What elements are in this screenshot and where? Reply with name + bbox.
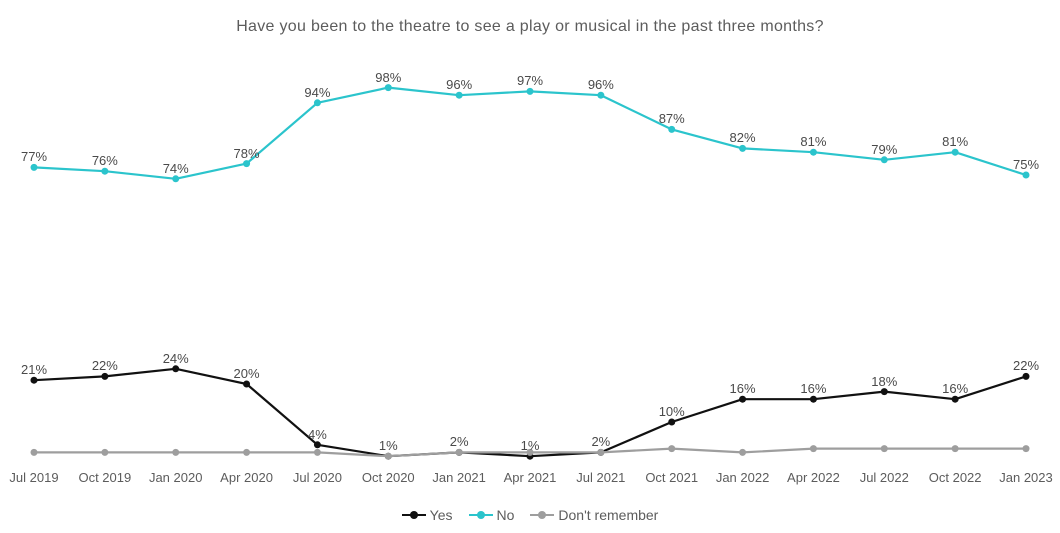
data-label: 97% <box>517 73 543 88</box>
series-marker <box>597 92 604 99</box>
legend-marker-icon <box>402 508 426 522</box>
legend-label: Yes <box>430 507 453 523</box>
series-marker <box>1023 445 1030 452</box>
series-marker <box>243 449 250 456</box>
series-marker <box>952 445 959 452</box>
data-label: 82% <box>730 130 756 145</box>
data-label: 24% <box>163 351 189 366</box>
series-marker <box>101 449 108 456</box>
data-label: 4% <box>308 427 327 442</box>
series-marker <box>527 88 534 95</box>
data-label: 96% <box>588 77 614 92</box>
series-marker <box>881 388 888 395</box>
data-label: 81% <box>942 134 968 149</box>
x-axis-label: Oct 2020 <box>362 470 415 485</box>
data-label: 16% <box>730 381 756 396</box>
data-label: 21% <box>21 362 47 377</box>
data-label: 94% <box>304 85 330 100</box>
data-label: 2% <box>591 434 610 449</box>
x-axis-label: Oct 2019 <box>78 470 131 485</box>
data-label: 78% <box>234 146 260 161</box>
x-axis-label: Apr 2020 <box>220 470 273 485</box>
legend-item-no: No <box>469 507 515 523</box>
series-marker <box>952 149 959 156</box>
x-axis-label: Apr 2022 <box>787 470 840 485</box>
series-marker <box>668 126 675 133</box>
data-label: 98% <box>375 70 401 85</box>
data-label: 16% <box>942 381 968 396</box>
data-label: 96% <box>446 77 472 92</box>
x-axis-label: Apr 2021 <box>504 470 557 485</box>
series-marker <box>314 99 321 106</box>
series-marker <box>1023 172 1030 179</box>
data-label: 87% <box>659 111 685 126</box>
series-marker <box>314 441 321 448</box>
data-label: 22% <box>1013 358 1039 373</box>
legend-marker-icon <box>469 508 493 522</box>
x-axis-label: Jan 2022 <box>716 470 770 485</box>
x-axis-label: Jan 2023 <box>999 470 1053 485</box>
data-label: 81% <box>800 134 826 149</box>
chart-svg <box>14 50 1046 470</box>
series-marker <box>810 445 817 452</box>
data-label: 1% <box>379 438 398 453</box>
data-label: 18% <box>871 374 897 389</box>
legend-item-don-t-remember: Don't remember <box>530 507 658 523</box>
series-marker <box>101 168 108 175</box>
data-label: 74% <box>163 161 189 176</box>
data-label: 79% <box>871 142 897 157</box>
data-label: 1% <box>521 438 540 453</box>
data-label: 22% <box>92 358 118 373</box>
series-marker <box>810 149 817 156</box>
series-marker <box>739 449 746 456</box>
series-marker <box>739 396 746 403</box>
x-axis-label: Jul 2022 <box>860 470 909 485</box>
series-marker <box>385 84 392 91</box>
legend-item-yes: Yes <box>402 507 453 523</box>
series-marker <box>172 449 179 456</box>
x-axis-label: Jul 2021 <box>576 470 625 485</box>
data-label: 20% <box>234 366 260 381</box>
series-marker <box>31 449 38 456</box>
series-marker <box>881 445 888 452</box>
x-axis-label: Jan 2021 <box>432 470 486 485</box>
series-marker <box>243 381 250 388</box>
series-marker <box>668 445 675 452</box>
series-marker <box>1023 373 1030 380</box>
legend-label: Don't remember <box>558 507 658 523</box>
legend: Yes No Don't remember <box>0 507 1060 525</box>
series-marker <box>597 449 604 456</box>
series-marker <box>31 377 38 384</box>
series-marker <box>456 449 463 456</box>
series-marker <box>952 396 959 403</box>
series-marker <box>810 396 817 403</box>
series-marker <box>172 175 179 182</box>
x-axis-label: Oct 2022 <box>929 470 982 485</box>
series-marker <box>881 156 888 163</box>
data-label: 16% <box>800 381 826 396</box>
series-marker <box>243 160 250 167</box>
x-axis-label: Oct 2021 <box>645 470 698 485</box>
series-marker <box>314 449 321 456</box>
series-marker <box>385 453 392 460</box>
series-marker <box>456 92 463 99</box>
legend-label: No <box>497 507 515 523</box>
data-label: 77% <box>21 149 47 164</box>
data-label: 10% <box>659 404 685 419</box>
x-axis-label: Jul 2019 <box>9 470 58 485</box>
series-marker <box>739 145 746 152</box>
data-label: 75% <box>1013 157 1039 172</box>
line-chart: Jul 2019Oct 2019Jan 2020Apr 2020Jul 2020… <box>14 50 1046 470</box>
x-axis-label: Jan 2020 <box>149 470 203 485</box>
series-marker <box>668 419 675 426</box>
series-marker <box>172 365 179 372</box>
chart-title: Have you been to the theatre to see a pl… <box>0 18 1060 36</box>
data-label: 76% <box>92 153 118 168</box>
series-marker <box>31 164 38 171</box>
data-label: 2% <box>450 434 469 449</box>
x-axis-label: Jul 2020 <box>293 470 342 485</box>
series-marker <box>101 373 108 380</box>
legend-marker-icon <box>530 508 554 522</box>
